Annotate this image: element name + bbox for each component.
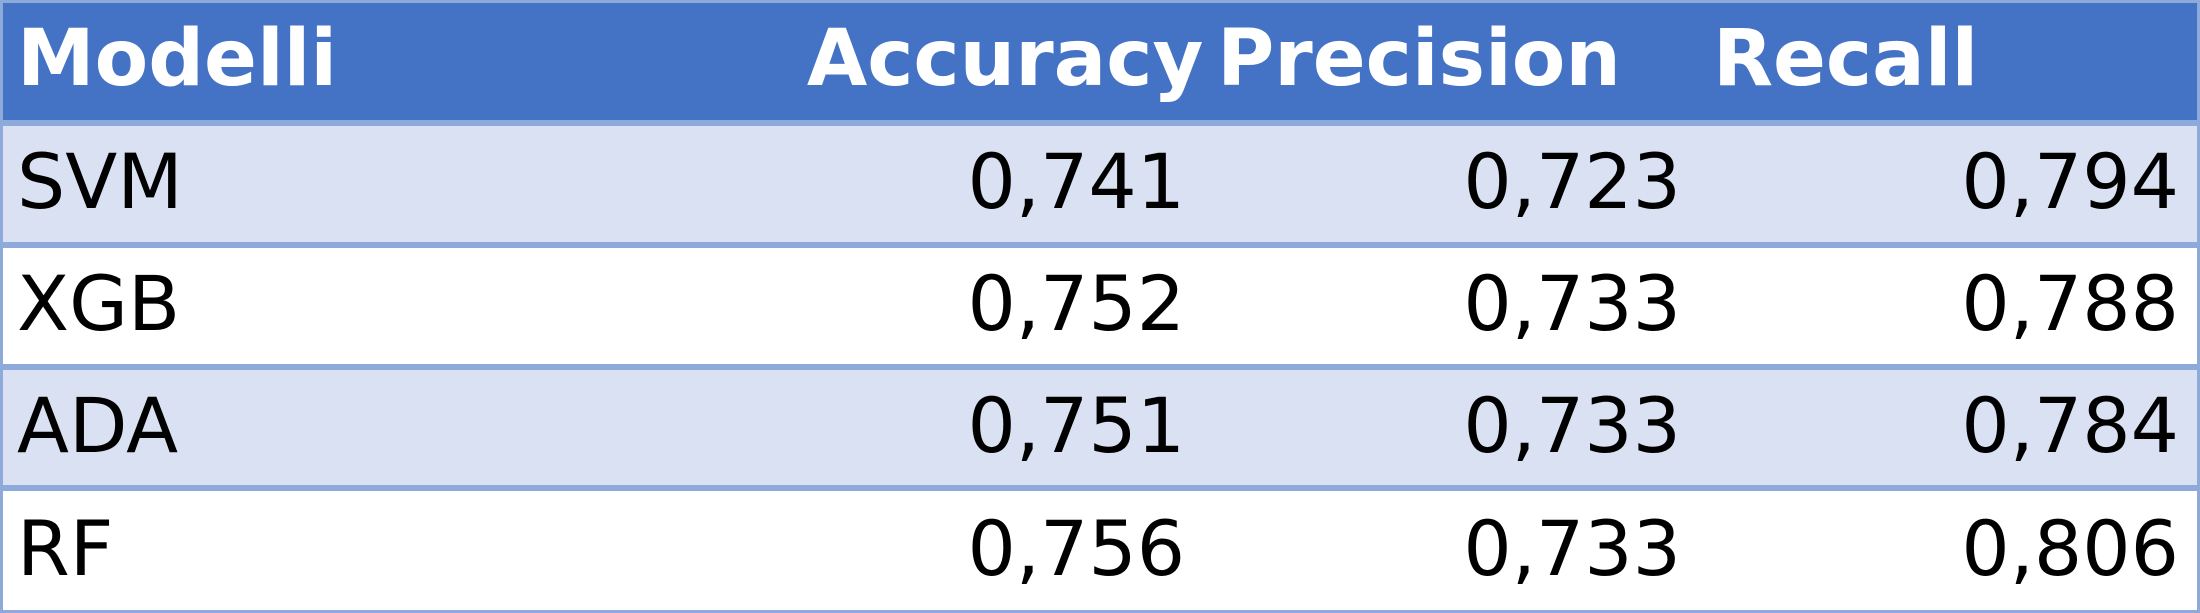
table-row: RF 0,756 0,733 0,806	[3, 485, 2197, 610]
precision-cell: 0,733	[1203, 363, 1699, 489]
accuracy-cell: 0,751	[792, 363, 1204, 489]
header-row: Modelli Accuracy Precision Recall	[3, 3, 2197, 126]
column-header-precision: Precision	[1203, 3, 1699, 126]
table-row: ADA 0,751 0,733 0,784	[3, 363, 2197, 489]
column-header-recall: Recall	[1698, 3, 2197, 126]
table-header: Modelli Accuracy Precision Recall	[3, 3, 2197, 126]
model-cell: RF	[3, 485, 793, 610]
accuracy-cell: 0,756	[792, 485, 1204, 610]
model-cell: XGB	[3, 241, 793, 367]
recall-cell: 0,794	[1961, 137, 2179, 227]
table-row: XGB 0,752 0,733 0,788	[3, 241, 2197, 367]
precision-cell: 0,733	[1203, 241, 1699, 367]
accuracy-cell: 0,752	[792, 241, 1204, 367]
table-body: SVM 0,741 0,723 0,794 XGB 0,752 0,733 0,…	[3, 123, 2197, 610]
model-cell: SVM	[17, 137, 183, 227]
results-table: Modelli Accuracy Precision Recall SVM 0,…	[3, 3, 2197, 610]
column-header-accuracy: Accuracy	[792, 3, 1203, 126]
accuracy-cell: 0,741	[967, 137, 1186, 227]
recall-cell: 0,806	[1698, 485, 2197, 610]
recall-cell: 0,788	[1698, 241, 2197, 367]
recall-cell: 0,784	[1698, 363, 2197, 489]
table-row: SVM 0,741 0,723 0,794	[3, 123, 2197, 245]
model-cell: ADA	[3, 363, 793, 489]
precision-cell: 0,723	[1463, 137, 1681, 227]
column-header-modelli: Modelli	[3, 3, 793, 126]
precision-cell: 0,733	[1203, 485, 1699, 610]
